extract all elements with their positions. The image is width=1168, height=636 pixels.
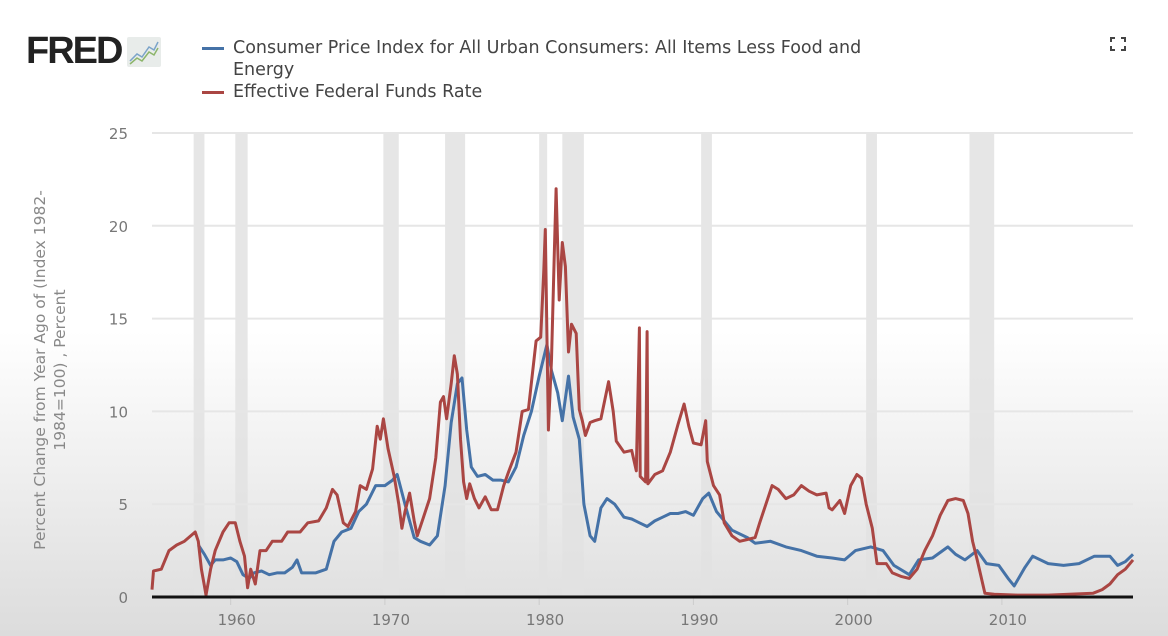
x-tick-label: 2000 [835,611,873,629]
x-tick-label: 1970 [372,611,410,629]
series-line-fedfunds [150,187,1135,597]
legend-label-cpi: Consumer Price Index for All Urban Consu… [233,38,862,80]
chart-legend: Consumer Price Index for All Urban Consu… [202,37,873,103]
recession-band [866,133,877,597]
x-tick-label: 1960 [218,611,256,629]
legend-swatch-cpi [202,47,224,50]
fullscreen-icon[interactable] [1110,37,1126,51]
recession-band [701,133,712,597]
y-tick-label: 0 [118,589,128,607]
legend-item-cpi[interactable]: Consumer Price Index for All Urban Consu… [202,37,873,81]
y-tick-label: 5 [118,496,128,514]
y-tick-label: 15 [109,311,128,329]
series-line-cpi [197,343,1135,588]
y-tick-label: 20 [109,218,128,236]
x-tick-label: 1980 [526,611,564,629]
y-tick-label: 25 [109,125,128,143]
line-chart-icon [127,36,162,67]
recession-band [562,133,584,597]
logo-text: FRED [26,30,123,72]
legend-label-fedfunds: Effective Federal Funds Rate [233,82,483,102]
fred-logo[interactable]: FRED [26,30,162,73]
legend-swatch-fedfunds [202,91,224,94]
x-tick-label: 1990 [680,611,718,629]
recession-band [235,133,248,597]
x-tick-label: 2010 [989,611,1027,629]
recession-band [969,133,995,597]
legend-item-fedfunds[interactable]: Effective Federal Funds Rate [202,81,873,103]
recession-band [193,133,205,597]
recession-band [383,133,399,597]
y-tick-label: 10 [109,403,128,421]
